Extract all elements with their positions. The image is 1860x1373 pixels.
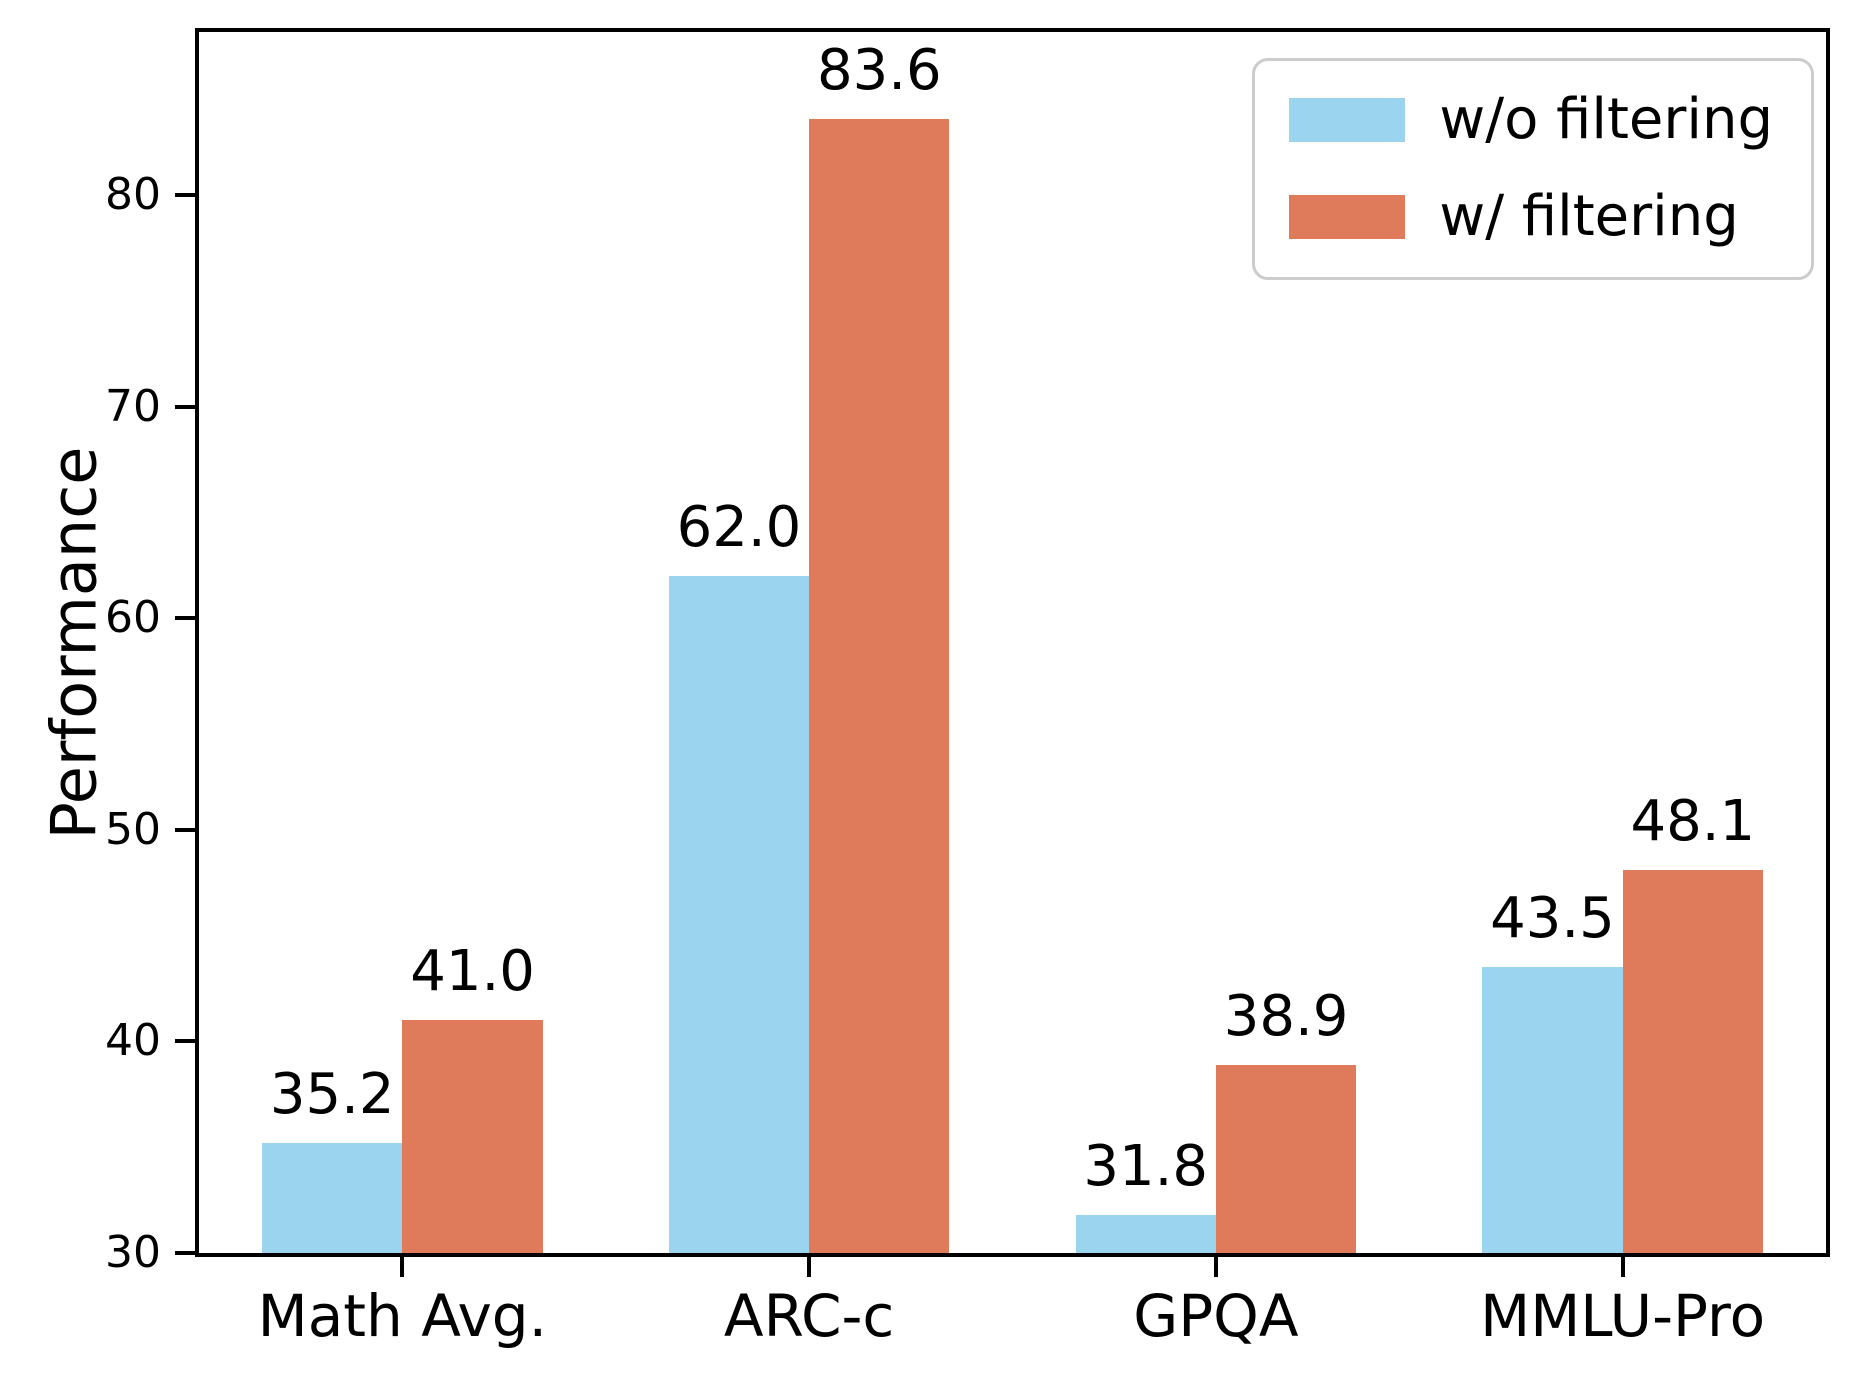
y-tick-label-40: 40	[105, 1015, 161, 1067]
y-tick-mark-80	[175, 192, 195, 197]
legend-item-w-filtering: w/ filtering	[1289, 183, 1773, 249]
value-label-w-o-filtering-arc-c: 62.0	[676, 494, 802, 560]
bar-group-gpqa: 31.8 38.9 GPQA	[1013, 32, 1420, 1345]
y-tick-label-80: 80	[105, 168, 161, 220]
plot-area: Performance 30 40 50 60 70 80 35.2 41.0 Math Av…	[37, 28, 1830, 1345]
bar-groups: 35.2 41.0 Math Avg. 62.0 83.6 ARC-c 31.8 38.9 GP…	[199, 32, 1826, 1345]
value-label-w-o-filtering-gpqa: 31.8	[1083, 1133, 1209, 1199]
legend-swatch-w-filtering	[1289, 195, 1406, 240]
legend-label-w-filtering: w/ filtering	[1439, 183, 1739, 249]
y-tick-mark-60	[175, 616, 195, 621]
legend: w/o filtering w/ filtering	[1252, 58, 1814, 280]
y-tick-label-60: 60	[105, 592, 161, 644]
bar-w-o-filtering-mmlu-pro	[1482, 967, 1623, 1253]
bar-w-filtering-mmlu-pro	[1622, 869, 1763, 1253]
bar-w-o-filtering-gpqa	[1075, 1214, 1216, 1253]
legend-swatch-w-o-filtering	[1289, 98, 1406, 143]
bar-group-mmlu-pro: 43.5 48.1 MMLU-Pro	[1419, 32, 1826, 1345]
bar-groups-row: 35.2 41.0 Math Avg. 62.0 83.6 ARC-c 31.8 38.9 GP…	[199, 32, 1826, 1345]
bar-group-arc-c: 62.0 83.6 ARC-c	[606, 32, 1013, 1345]
value-label-w-filtering-math-avg: 41.0	[410, 939, 535, 1005]
y-tick-mark-30	[175, 1251, 195, 1255]
x-tick-label-math-avg: Math Avg.	[257, 1282, 548, 1350]
value-label-w-o-filtering-mmlu-pro: 43.5	[1490, 886, 1615, 952]
x-tick-mark-gpqa	[1213, 1257, 1218, 1277]
y-axis-label: Performance	[37, 446, 111, 839]
y-axis-label-wrap: Performance	[34, 32, 114, 1253]
bar-w-filtering-math-avg	[402, 1020, 543, 1253]
bar-w-o-filtering-arc-c	[668, 575, 810, 1253]
x-tick-label-gpqa: GPQA	[1133, 1282, 1299, 1350]
y-tick-mark-70	[175, 404, 195, 409]
x-tick-mark-mmlu-pro	[1620, 1257, 1625, 1277]
bar-w-filtering-arc-c	[809, 118, 950, 1253]
x-tick-mark-arc-c	[807, 1257, 812, 1277]
legend-item-w-o-filtering: w/o filtering	[1289, 87, 1773, 152]
bar-group-math-avg: 35.2 41.0 Math Avg.	[199, 32, 606, 1345]
value-label-w-filtering-arc-c: 83.6	[816, 37, 942, 103]
value-label-w-filtering-mmlu-pro: 48.1	[1630, 788, 1756, 854]
x-tick-label-arc-c: ARC-c	[723, 1282, 895, 1350]
y-tick-label-70: 70	[105, 380, 161, 432]
value-label-w-filtering-gpqa: 38.9	[1223, 983, 1349, 1049]
x-tick-label-mmlu-pro: MMLU-Pro	[1480, 1282, 1766, 1350]
bar-w-filtering-gpqa	[1215, 1064, 1357, 1253]
value-label-w-o-filtering-math-avg: 35.2	[269, 1061, 395, 1127]
x-tick-mark-math-avg	[400, 1257, 405, 1277]
y-tick-mark-40	[175, 1039, 195, 1044]
y-tick-label-30: 30	[105, 1227, 161, 1278]
bar-w-o-filtering-math-avg	[262, 1142, 403, 1253]
y-tick-mark-50	[175, 827, 195, 832]
legend-label-w-o-filtering: w/o filtering	[1439, 87, 1773, 152]
y-tick-label-50: 50	[105, 803, 161, 855]
